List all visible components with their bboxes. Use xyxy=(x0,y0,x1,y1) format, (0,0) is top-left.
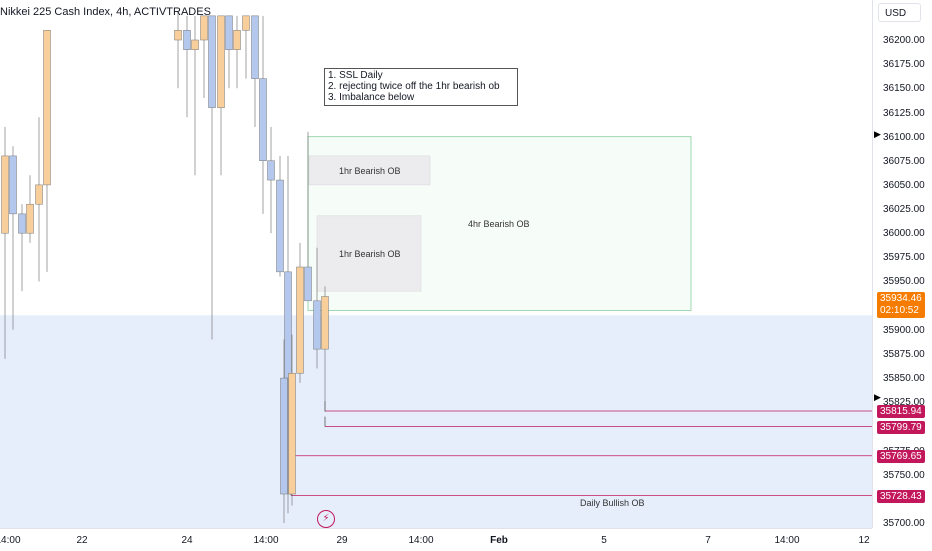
candle-body xyxy=(304,266,312,302)
level-label: 35728.43 xyxy=(877,490,925,503)
chart-svg[interactable] xyxy=(0,0,872,528)
time-tick: 5 xyxy=(601,535,607,546)
price-axis[interactable]: USD 36200.00 36175.00 36150.00 36125.00 … xyxy=(872,0,932,529)
candle-body xyxy=(18,213,26,234)
daily-bullish-ob-label: Daily Bullish OB xyxy=(580,498,645,508)
time-tick: 29 xyxy=(336,535,348,546)
candle-body xyxy=(288,373,296,495)
analysis-note[interactable]: 1. SSL Daily 2. rejecting twice off the … xyxy=(324,68,518,106)
price-tick: 36050.00 xyxy=(883,180,925,191)
level-label: 35799.79 xyxy=(877,421,925,434)
time-tick: 7 xyxy=(705,535,711,546)
candle-body xyxy=(183,30,191,50)
ob-1h-upper-label: 1hr Bearish OB xyxy=(339,166,401,176)
lightning-icon[interactable]: ⚡ xyxy=(317,510,335,528)
candle-body xyxy=(280,377,288,495)
note-line: 2. rejecting twice off the 1hr bearish o… xyxy=(328,81,500,92)
price-tick: 35950.00 xyxy=(883,276,925,287)
candle-body xyxy=(284,271,292,379)
time-tick: 22 xyxy=(76,535,88,546)
candle-body xyxy=(259,78,267,161)
candle-body xyxy=(208,15,216,108)
price-tick: 36025.00 xyxy=(883,204,925,215)
candle-body xyxy=(9,155,17,215)
ob-1h-lower-label: 1hr Bearish OB xyxy=(339,249,401,259)
time-tick: Feb xyxy=(490,535,508,546)
time-tick: 14:00 xyxy=(253,535,279,546)
price-tick: 35900.00 xyxy=(883,325,925,336)
candle-body xyxy=(276,179,284,273)
time-axis[interactable]: 14:00 22 24 14:00 29 14:00 Feb 5 7 14:00… xyxy=(0,528,872,551)
price-tick: 35750.00 xyxy=(883,470,925,481)
candle-body xyxy=(217,15,225,108)
candle-body xyxy=(313,300,321,350)
alert-arrow-icon: ▶ xyxy=(874,129,881,139)
price-tick: 36075.00 xyxy=(883,156,925,167)
ob-4h-label: 4hr Bearish OB xyxy=(468,219,530,229)
level-label: 35769.65 xyxy=(877,450,925,463)
time-tick: 14:00 xyxy=(408,535,434,546)
current-price: 35934.46 xyxy=(880,293,922,304)
candle-body xyxy=(1,155,9,234)
bar-countdown: 02:10:52 xyxy=(880,305,919,316)
time-tick: 14:00 xyxy=(0,535,21,546)
candle-body xyxy=(321,296,329,350)
note-line: 3. Imbalance below xyxy=(328,92,415,103)
current-price-label: 35934.46 02:10:52 xyxy=(877,292,925,318)
candle-body xyxy=(26,203,34,234)
level-label: 35815.94 xyxy=(877,405,925,418)
time-tick: 24 xyxy=(181,535,193,546)
candle-body xyxy=(191,39,199,50)
chart-canvas[interactable]: Nikkei 225 Cash Index, 4h, ACTIVTRADES 1… xyxy=(0,0,872,528)
price-tick: 35850.00 xyxy=(883,373,925,384)
symbol-title: Nikkei 225 Cash Index, 4h, ACTIVTRADES xyxy=(0,6,211,18)
candle-body xyxy=(200,15,208,41)
note-line: 1. SSL Daily xyxy=(328,70,383,81)
daily-bullish-ob-zone xyxy=(0,315,872,528)
price-tick: 36175.00 xyxy=(883,59,925,70)
candle-body xyxy=(43,30,51,186)
price-tick: 36100.00 xyxy=(883,132,925,143)
candle-body xyxy=(251,15,259,79)
price-tick: 36200.00 xyxy=(883,35,925,46)
candle-body xyxy=(174,30,182,41)
price-tick: 35700.00 xyxy=(883,518,925,529)
candle-body xyxy=(242,15,250,31)
time-tick: 12 xyxy=(858,535,870,546)
price-tick: 36000.00 xyxy=(883,228,925,239)
price-tick: 36150.00 xyxy=(883,83,925,94)
price-tick: 36125.00 xyxy=(883,108,925,119)
price-tick: 35875.00 xyxy=(883,349,925,360)
candle-body xyxy=(267,160,275,181)
alert-arrow-icon: ▶ xyxy=(874,392,881,402)
currency-button[interactable]: USD xyxy=(878,3,921,22)
candle-body xyxy=(296,266,304,374)
candle-body xyxy=(35,184,43,205)
candle-body xyxy=(233,30,241,50)
ob-1h-upper-zone xyxy=(308,155,431,186)
price-tick: 35975.00 xyxy=(883,252,925,263)
ob-1h-lower-zone xyxy=(316,215,422,292)
time-tick: 14:00 xyxy=(774,535,800,546)
candle-body xyxy=(225,15,233,50)
price-tick: 35825.00 xyxy=(883,397,925,408)
